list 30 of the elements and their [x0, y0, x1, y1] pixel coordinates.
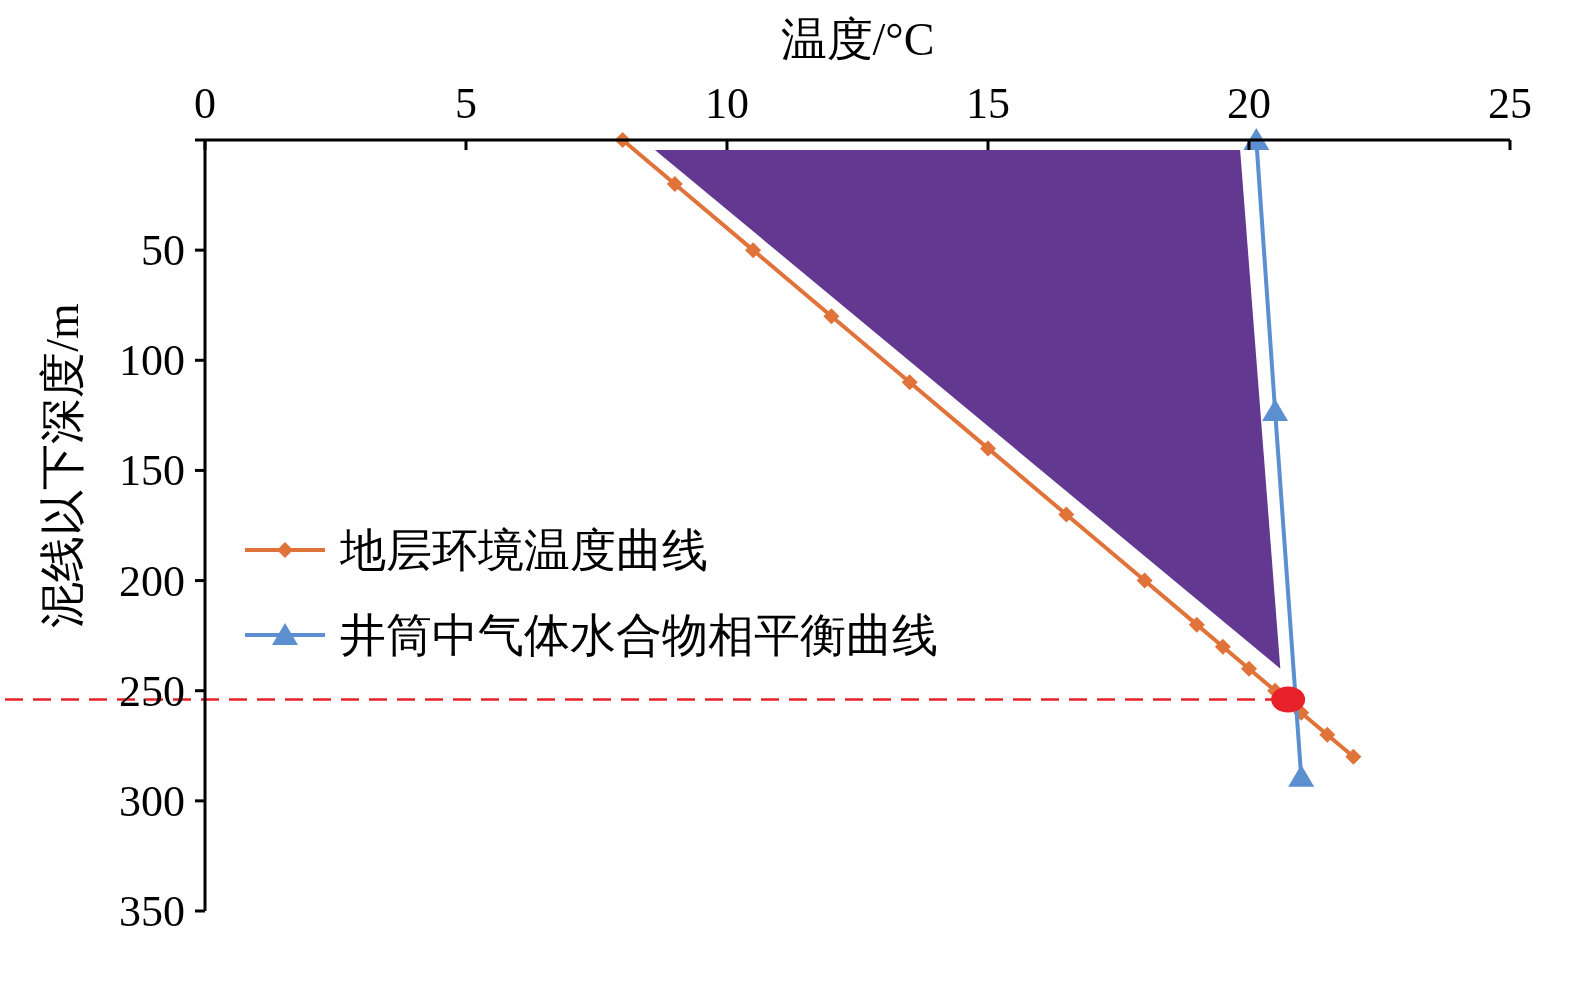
- y-axis-title: 泥线以下深度/m: [37, 303, 88, 628]
- point: [823, 308, 840, 325]
- y-tick-label: 150: [119, 446, 185, 496]
- x-tick-label: 10: [705, 79, 749, 128]
- x-tick-label: 25: [1488, 79, 1532, 128]
- y-tick-label: 300: [119, 776, 185, 826]
- point: [1319, 726, 1336, 743]
- point: [980, 440, 996, 457]
- x-tick-label: 5: [455, 79, 477, 128]
- point: [1188, 616, 1205, 633]
- legend-label: 地层环境温度曲线: [339, 525, 708, 576]
- point: [1241, 660, 1257, 677]
- x-axis-title: 温度/°C: [780, 14, 935, 65]
- legend-label: 井筒中气体水合物相平衡曲线: [340, 610, 938, 661]
- point: [1058, 506, 1075, 523]
- point: [1214, 638, 1231, 655]
- point: [666, 176, 683, 193]
- point: [745, 242, 762, 259]
- point: [1345, 748, 1362, 765]
- y-tick-label: 100: [119, 336, 185, 386]
- y-tick-label: 200: [119, 556, 185, 606]
- point: [901, 374, 918, 391]
- y-tick-label: 350: [119, 887, 185, 936]
- point: [1262, 398, 1289, 421]
- point: [1136, 572, 1153, 589]
- x-tick-label: 15: [966, 79, 1010, 128]
- x-tick-label: 20: [1227, 79, 1271, 128]
- y-tick-label: 50: [141, 226, 185, 276]
- point: [1288, 764, 1315, 787]
- x-tick-label: 0: [194, 79, 216, 128]
